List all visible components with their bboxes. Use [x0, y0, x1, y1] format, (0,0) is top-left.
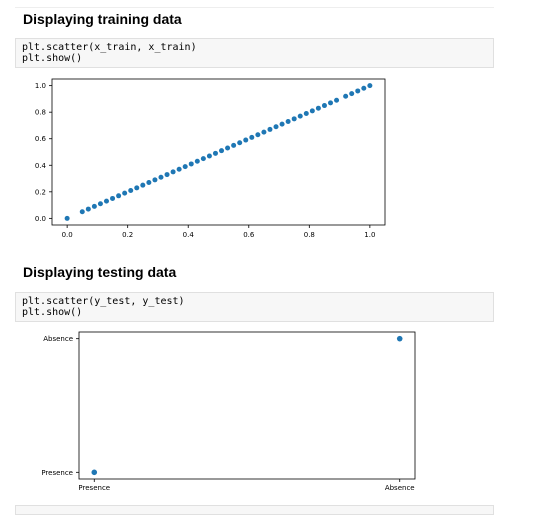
code-line: plt.scatter(x_train, x_train): [22, 42, 197, 53]
data-point: [297, 113, 303, 119]
data-point: [334, 97, 340, 103]
y-tick-label: 0.4: [35, 162, 47, 170]
data-point: [200, 156, 206, 162]
x-tick-label: 1.0: [364, 231, 375, 239]
x-tick-label: 0.0: [62, 231, 73, 239]
data-point: [225, 145, 231, 151]
data-point: [273, 124, 279, 130]
x-tick-label: 0.6: [243, 231, 255, 239]
y-tick-label: 1.0: [35, 82, 46, 90]
data-point: [158, 174, 164, 180]
data-point: [237, 140, 243, 146]
data-point: [134, 185, 140, 191]
code-line: plt.show(): [22, 53, 83, 64]
code-cell-training[interactable]: plt.scatter(x_train, x_train) plt.show(): [15, 38, 494, 68]
training-scatter-chart: 0.0 0.2 0.4 0.6 0.8 1.0 0.0 0.2 0.4 0.6 0.8 1.0: [35, 78, 386, 239]
data-point: [91, 469, 98, 476]
data-point: [367, 83, 373, 89]
y-tick-label: 0.8: [35, 109, 46, 117]
section-heading-testing: Displaying testing data: [23, 264, 177, 280]
data-point: [396, 335, 403, 342]
data-point: [349, 91, 355, 97]
data-point: [231, 142, 237, 148]
data-point: [343, 93, 349, 99]
data-point: [206, 153, 212, 159]
code-line: plt.show(): [22, 307, 83, 318]
plot-frame: [78, 331, 416, 480]
data-point: [309, 108, 315, 114]
data-point: [182, 164, 188, 170]
data-point: [79, 209, 85, 215]
testing-scatter-chart: Presence Absence Presence Absence: [41, 331, 416, 492]
data-point: [212, 150, 218, 156]
data-point: [361, 85, 367, 91]
data-point: [128, 187, 134, 193]
code-line: plt.scatter(y_test, y_test): [22, 296, 185, 307]
data-point: [110, 195, 116, 201]
y-tick-label: 0.0: [35, 215, 46, 223]
data-point: [140, 182, 146, 188]
data-point: [194, 158, 200, 164]
y-tick-label: 0.2: [35, 188, 46, 196]
section-heading-training: Displaying training data: [23, 11, 182, 27]
data-point: [116, 193, 122, 199]
x-tick-label: Absence: [385, 484, 415, 492]
data-point: [267, 126, 273, 132]
data-point: [255, 132, 261, 138]
plot-frame: [51, 78, 386, 226]
x-tick-label: 0.4: [183, 231, 195, 239]
data-point: [164, 172, 170, 178]
y-tick-label: Presence: [41, 469, 73, 477]
data-point: [279, 121, 285, 127]
data-point: [315, 105, 321, 111]
x-tick-label: 0.8: [304, 231, 315, 239]
next-code-cell[interactable]: [15, 505, 494, 515]
data-point: [146, 180, 152, 186]
data-point: [103, 198, 109, 204]
data-point: [291, 116, 297, 122]
data-point: [243, 137, 249, 143]
data-point: [170, 169, 176, 175]
data-point: [261, 129, 267, 135]
top-divider: [15, 7, 494, 8]
data-point: [328, 100, 334, 106]
data-point: [249, 134, 255, 140]
data-point: [97, 201, 103, 207]
y-tick-label: 0.6: [35, 135, 47, 143]
data-point: [219, 148, 225, 154]
data-point: [285, 118, 291, 124]
data-point: [176, 166, 182, 172]
data-point: [64, 215, 70, 221]
data-point: [122, 190, 128, 196]
x-tick-label: 0.2: [122, 231, 133, 239]
data-point: [152, 177, 158, 183]
data-point: [355, 88, 361, 94]
y-tick-label: Absence: [43, 335, 73, 343]
x-tick-label: Presence: [78, 484, 110, 492]
data-point: [321, 103, 327, 109]
data-point: [188, 161, 194, 167]
data-point: [303, 111, 309, 117]
code-cell-testing[interactable]: plt.scatter(y_test, y_test) plt.show(): [15, 292, 494, 322]
data-point: [85, 206, 91, 212]
data-point: [91, 203, 97, 209]
